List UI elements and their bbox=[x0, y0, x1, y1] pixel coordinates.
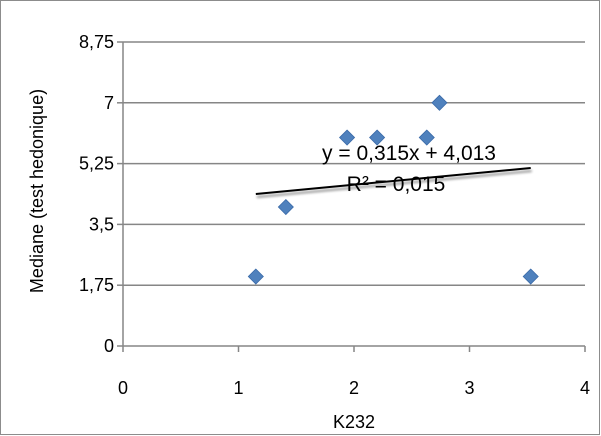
gridlines bbox=[123, 41, 585, 286]
x-axis-title: K232 bbox=[333, 412, 375, 432]
trendline bbox=[255, 166, 531, 195]
x-tick-label: 4 bbox=[580, 378, 590, 398]
y-tick-label: 3,5 bbox=[89, 214, 114, 234]
x-tick-label: 2 bbox=[349, 378, 359, 398]
data-point-5 bbox=[418, 129, 435, 146]
x-tick-label: 3 bbox=[464, 378, 474, 398]
data-point-6 bbox=[431, 94, 448, 111]
data-points bbox=[247, 94, 539, 285]
data-point-4 bbox=[369, 129, 386, 146]
trendline-equation: y = 0,315x + 4,013 bbox=[322, 142, 496, 165]
data-point-7 bbox=[522, 268, 539, 285]
data-point-2 bbox=[277, 198, 294, 216]
x-tick-label: 1 bbox=[233, 378, 243, 398]
y-tick-label: 7 bbox=[104, 93, 114, 113]
x-tick-label: 0 bbox=[118, 378, 128, 398]
y-tick-label: 0 bbox=[104, 336, 114, 356]
x-tick-labels: 0 1 2 3 4 bbox=[118, 378, 590, 398]
trendline-r-squared: R² = 0,015 bbox=[347, 173, 446, 196]
y-axis-title: Mediane (test hedonique) bbox=[27, 89, 47, 293]
trendline-group bbox=[255, 166, 531, 195]
y-tick-label: 1,75 bbox=[79, 275, 114, 295]
y-tick-label: 8,75 bbox=[79, 32, 114, 52]
data-point-1 bbox=[247, 268, 264, 285]
y-tick-labels: 0 1,75 3,5 5,25 7 8,75 bbox=[79, 32, 114, 356]
data-point-3 bbox=[339, 129, 356, 146]
y-tick-label: 5,25 bbox=[79, 154, 114, 174]
axes bbox=[117, 41, 586, 352]
